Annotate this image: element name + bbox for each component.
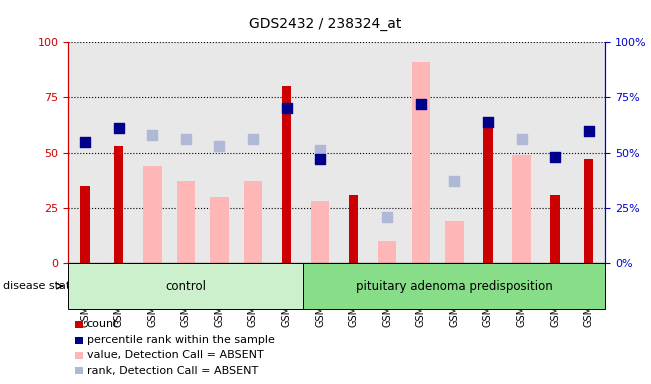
Point [550,154,561,160]
Bar [349,195,358,263]
Point [80,139,90,145]
Point [516,136,527,142]
Text: disease state: disease state [3,281,77,291]
Text: pituitary adenoma predisposition: pituitary adenoma predisposition [356,280,553,293]
Point [583,127,594,134]
Point [449,178,460,184]
Bar [512,155,531,263]
Point [180,136,191,142]
Text: count: count [87,319,118,329]
Bar [81,186,90,263]
Bar [114,146,124,263]
Bar [378,241,396,263]
Bar [282,86,291,263]
Point [382,214,393,220]
Point [315,156,326,162]
Bar [311,201,329,263]
Bar [445,221,464,263]
Bar [483,119,493,263]
Bar [143,166,161,263]
Point [281,106,292,112]
Text: control: control [165,280,206,293]
Bar [210,197,229,263]
Text: GDS2432 / 238324_at: GDS2432 / 238324_at [249,17,402,31]
Text: percentile rank within the sample: percentile rank within the sample [87,335,275,345]
Point [315,147,326,154]
Point [415,101,426,107]
Bar [550,195,560,263]
Point [483,119,493,125]
Bar [411,62,430,263]
Text: rank, Detection Call = ABSENT: rank, Detection Call = ABSENT [87,366,258,376]
Point [113,125,124,131]
Bar [176,181,195,263]
Text: value, Detection Call = ABSENT: value, Detection Call = ABSENT [87,350,264,360]
Point [248,136,258,142]
Point [214,143,225,149]
Bar [243,181,262,263]
Bar [584,159,593,263]
Point [147,132,158,138]
